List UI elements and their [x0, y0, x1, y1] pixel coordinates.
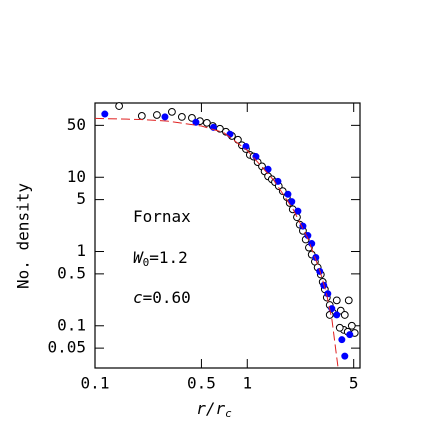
open-point [115, 102, 124, 110]
filled-point [284, 190, 292, 198]
filled-point [264, 165, 272, 173]
y-tick-label: 0.1 [57, 315, 86, 334]
filled-point [341, 352, 349, 360]
y-tick-label: 0.05 [47, 338, 86, 357]
filled-point [308, 240, 316, 248]
open-point [168, 107, 176, 116]
x-axis-label: r/rc [196, 399, 232, 421]
filled-point [161, 113, 169, 121]
plot-frame [94, 102, 361, 369]
filled-point [252, 153, 260, 161]
filled-point [338, 336, 346, 344]
y-tick-label: 1 [76, 241, 86, 260]
x-tick-label: 0.5 [187, 374, 216, 393]
filled-point [242, 142, 250, 150]
annotation-rest: =1.2 [149, 248, 188, 267]
annotation-main: c [133, 288, 143, 307]
filled-point [101, 110, 109, 118]
y-axis-label: No. density [14, 183, 33, 289]
open-point [344, 296, 353, 305]
annotation-main: Fornax [133, 207, 191, 226]
x-axis-label-sub: c [225, 407, 232, 420]
x-tick-label: 1 [242, 374, 252, 393]
annotation-rest: =0.60 [143, 288, 191, 307]
open-point [177, 112, 186, 121]
y-tick-label: 50 [67, 115, 86, 134]
open-point [335, 323, 344, 332]
annotation-main: W [133, 248, 144, 267]
filled-point [294, 207, 302, 215]
filled-point [324, 290, 332, 298]
y-tick-label: 10 [67, 167, 86, 186]
annotation-sub: 0 [143, 256, 150, 269]
open-point [325, 311, 334, 319]
open-point [202, 118, 211, 127]
filled-point [346, 331, 354, 339]
open-point [340, 311, 349, 319]
open-point [153, 111, 161, 119]
x-tick-label: 5 [349, 374, 359, 393]
open-point [347, 321, 356, 330]
model-curve [95, 117, 339, 368]
open-point [188, 114, 196, 122]
open-point [137, 112, 146, 120]
x-axis-label-main: r/r [196, 399, 225, 418]
y-tick-label: 5 [76, 189, 86, 208]
filled-point [299, 222, 307, 230]
annotation: c=0.60 [133, 288, 191, 307]
annotation: Fornax [133, 207, 191, 226]
filled-point [192, 118, 200, 126]
filled-point [288, 198, 296, 206]
open-point [293, 213, 301, 222]
annotation: W0=1.2 [133, 248, 188, 270]
open-point [332, 296, 341, 305]
filled-point [333, 311, 341, 319]
x-tick-label: 0.1 [81, 374, 110, 393]
y-tick-label: 0.5 [57, 263, 86, 282]
